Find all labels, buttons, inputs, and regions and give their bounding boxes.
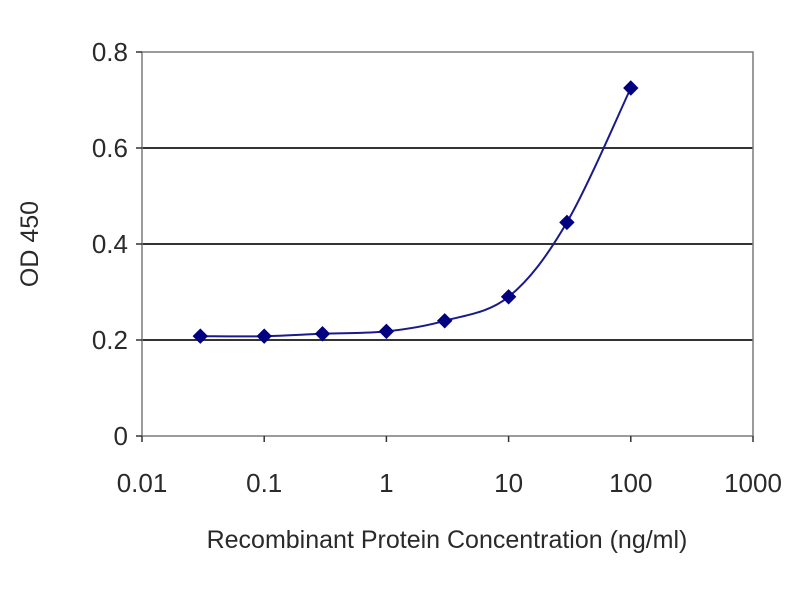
data-point-diamond: [314, 326, 331, 342]
y-axis-title: OD 450: [16, 201, 44, 287]
data-point-diamond: [436, 313, 453, 329]
data-point-diamond: [623, 80, 639, 96]
fit-curve-layer: [200, 87, 632, 338]
y-tick-label: 0.8: [92, 37, 128, 67]
x-tick-label: 0.01: [117, 468, 168, 498]
data-point-diamond: [378, 323, 395, 340]
y-axis-ticks: 0 0.2 0.4 0.6 0.8: [92, 37, 142, 451]
x-tick-label: 0.1: [246, 468, 282, 498]
fit-curve: [200, 87, 632, 338]
x-tick-label: 1: [379, 468, 393, 498]
x-tick-label: 1000: [724, 468, 782, 498]
x-axis-title: Recombinant Protein Concentration (ng/ml…: [207, 526, 688, 554]
data-point-diamond: [559, 214, 575, 231]
y-tick-label: 0.6: [92, 133, 128, 163]
data-points-layer: [192, 80, 639, 344]
x-tick-label: 100: [609, 468, 652, 498]
x-tick-label: 10: [494, 468, 523, 498]
data-point-diamond: [256, 328, 272, 344]
data-point-diamond: [192, 328, 209, 344]
y-tick-label: 0.2: [92, 325, 128, 355]
y-tick-label: 0: [114, 421, 128, 451]
x-axis-ticks: 0.01 0.1 1 10 100 1000: [117, 436, 782, 498]
y-tick-label: 0.4: [92, 229, 128, 259]
data-point-diamond: [500, 289, 517, 305]
grid-layer: [142, 147, 753, 341]
